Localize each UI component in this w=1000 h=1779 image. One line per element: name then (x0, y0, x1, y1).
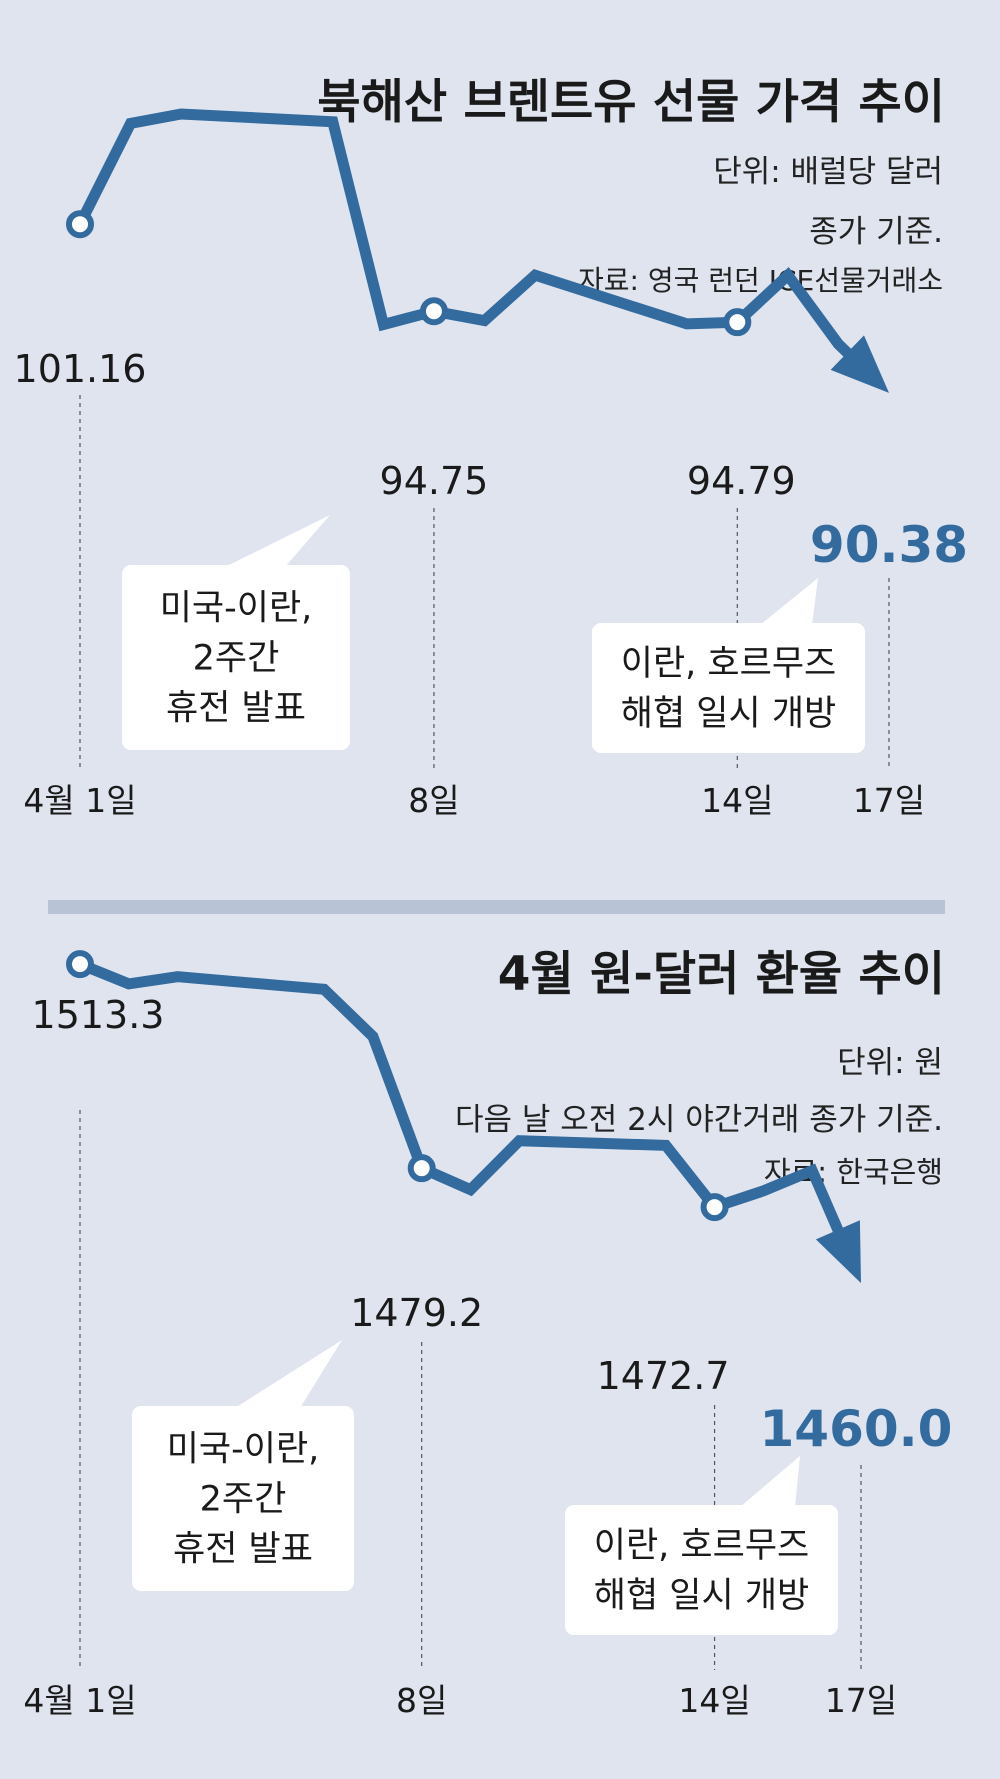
callout-text: 휴전 발표 (173, 1530, 313, 1570)
data-label: 1460.0 (760, 1400, 953, 1458)
callout-tail (225, 515, 330, 567)
data-point (419, 297, 448, 326)
callout-text: 2주간 (200, 1480, 287, 1520)
data-point (407, 1154, 436, 1183)
callout-tail (760, 578, 818, 625)
callout-text: 미국-이란, (160, 589, 313, 629)
callout-box (132, 1406, 354, 1591)
data-label: 1513.3 (32, 993, 165, 1037)
callout-text: 휴전 발표 (166, 689, 306, 729)
callout-text: 이란, 호르무즈 (594, 1526, 809, 1566)
data-label: 101.16 (14, 347, 147, 391)
callout-tail (235, 1340, 342, 1408)
callout-tail (740, 1456, 800, 1507)
callout-box (565, 1505, 838, 1635)
series-line (75, 108, 856, 361)
chart-title: 북해산 브렌트유 선물 가격 추이 (317, 75, 945, 130)
series-arrowhead (815, 1220, 861, 1284)
callout-text: 이란, 호르무즈 (621, 644, 836, 684)
data-label: 94.75 (380, 459, 489, 503)
callout-text: 해협 일시 개방 (621, 694, 836, 734)
data-point (723, 308, 752, 337)
x-tick-label: 4월 1일 (23, 1681, 136, 1720)
series-arrowhead (830, 335, 889, 393)
callout-text: 미국-이란, (167, 1430, 320, 1470)
chart-title: 4월 원-달러 환율 추이 (498, 947, 945, 1002)
data-point (66, 210, 94, 239)
x-tick-label: 17일 (825, 1681, 897, 1720)
data-label: 90.38 (810, 516, 968, 574)
x-tick-label: 14일 (678, 1681, 750, 1720)
data-point (700, 1193, 729, 1222)
data-label: 1472.7 (597, 1354, 730, 1398)
chart-note: 단위: 원 (837, 1045, 943, 1081)
chart-note: 자료: 영국 런던 ICE선물거래소 (578, 264, 943, 297)
callout-text: 2주간 (193, 639, 280, 679)
chart-note: 단위: 배럴당 달러 (713, 154, 943, 190)
data-label: 94.79 (687, 459, 796, 503)
chart-note: 다음 날 오전 2시 야간거래 종가 기준. (455, 1102, 943, 1138)
x-tick-label: 17일 (853, 781, 925, 820)
section-divider (48, 900, 945, 914)
data-point (66, 950, 94, 979)
series-line (77, 959, 846, 1238)
x-tick-label: 8일 (408, 781, 459, 820)
callout-box (592, 623, 865, 753)
x-tick-label: 4월 1일 (23, 781, 136, 820)
x-tick-label: 14일 (701, 781, 773, 820)
data-label: 1479.2 (350, 1291, 483, 1335)
callout-text: 해협 일시 개방 (594, 1576, 809, 1616)
callout-box (122, 565, 350, 750)
x-tick-label: 8일 (396, 1681, 447, 1720)
chart-note: 종가 기준. (809, 214, 943, 250)
